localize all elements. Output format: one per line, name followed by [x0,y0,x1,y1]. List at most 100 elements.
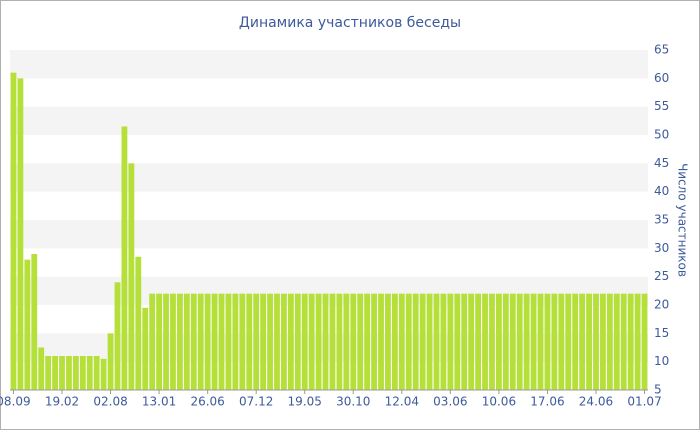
bar [163,293,169,390]
bar [343,293,350,390]
y-axis-label: Число участников [676,163,690,277]
y-tick-label: 55 [654,99,669,113]
bar [468,293,475,390]
bar [357,293,364,390]
bar [287,293,294,390]
bar [565,293,572,390]
bar [593,293,599,390]
bar [336,293,343,390]
bar [530,293,537,390]
x-tick-label: 03.06 [433,395,467,409]
bar [613,293,620,390]
x-tick-label: 30.10 [336,395,370,409]
bar [294,293,301,390]
bar [447,293,454,390]
x-tick-label: 12.04 [385,395,419,409]
bar [419,293,426,390]
bar [475,293,482,390]
bar [142,307,149,390]
bar [461,293,468,390]
bar [274,293,280,390]
bar [620,293,627,390]
bar [45,356,52,390]
y-tick-label: 65 [654,43,669,57]
bar [156,293,163,390]
bar [72,356,79,390]
bar [378,293,384,390]
bar [301,293,308,390]
grid-band [10,220,648,249]
bar [579,293,586,390]
bar [412,293,419,390]
bar [516,293,523,390]
bar [10,72,17,391]
bar [405,293,412,390]
bar [523,293,530,390]
bar [190,293,197,390]
bar [121,126,128,390]
bar [260,293,267,390]
x-tick-label: 17.06 [530,395,564,409]
bar [398,293,405,390]
bar [544,293,551,390]
bar [246,293,253,390]
bar [66,356,72,390]
bar [440,293,447,390]
bar [606,293,613,390]
bar [204,293,211,390]
bar [371,293,377,390]
bar [239,293,246,390]
x-tick-label: 01.07 [627,395,661,409]
y-tick-label: 15 [654,326,669,340]
bar [433,293,440,390]
bar [572,293,579,390]
bar [489,293,495,390]
bar [600,293,606,390]
bar [218,293,225,390]
bar [197,293,204,390]
bar [329,293,336,390]
bar [38,347,45,390]
bar [135,256,142,390]
bar [24,259,31,390]
bar [253,293,260,390]
y-tick-label: 25 [654,269,669,283]
bar [170,293,176,390]
bar [308,293,315,390]
bar [281,293,287,390]
bar [385,293,391,390]
bar [634,293,641,390]
x-tick-label: 02.08 [93,395,127,409]
grid-band [10,50,648,79]
bar [322,293,329,390]
bar [495,293,502,390]
chart-title: Динамика участников беседы [239,15,461,31]
y-tick-label: 35 [654,213,669,227]
bar [52,356,58,390]
bar [17,78,24,390]
y-tick-label: 5 [654,383,662,397]
bar [149,293,156,390]
bar [79,356,86,390]
x-tick-label: 26.06 [190,395,224,409]
bar [183,293,190,390]
bar [641,293,648,390]
y-tick-label: 10 [654,354,669,368]
y-tick-label: 60 [654,71,669,85]
bar [59,356,65,390]
bar [267,293,273,390]
x-tick-label: 19.05 [288,395,322,409]
bar [558,293,565,390]
x-tick-label: 08.09 [0,395,31,409]
bar [114,282,121,390]
bar [364,293,371,390]
bar [537,293,544,390]
x-tick-label: 24.06 [579,395,613,409]
bar [128,163,135,390]
y-tick-label: 45 [654,156,669,170]
bar [176,293,183,390]
grid-band [10,163,648,192]
bar [426,293,433,390]
bar [107,333,114,390]
